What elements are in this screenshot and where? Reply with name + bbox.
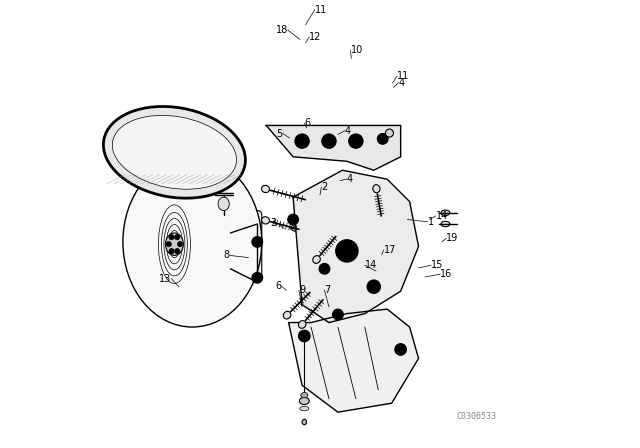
Ellipse shape <box>284 311 291 319</box>
Circle shape <box>166 241 172 247</box>
Circle shape <box>349 134 363 148</box>
Circle shape <box>319 263 330 274</box>
Polygon shape <box>266 125 401 170</box>
Circle shape <box>295 134 309 148</box>
Text: 4: 4 <box>289 224 296 233</box>
Circle shape <box>288 214 298 225</box>
Text: 16: 16 <box>440 269 452 279</box>
Ellipse shape <box>300 406 309 411</box>
Text: 12: 12 <box>309 32 322 42</box>
Ellipse shape <box>262 185 269 193</box>
Text: 4: 4 <box>398 78 404 88</box>
Circle shape <box>335 312 340 317</box>
Ellipse shape <box>298 321 306 328</box>
Polygon shape <box>289 309 419 412</box>
Text: 15: 15 <box>431 260 444 270</box>
Ellipse shape <box>385 129 394 137</box>
Text: 11: 11 <box>397 71 410 81</box>
Polygon shape <box>293 170 419 323</box>
Circle shape <box>367 280 380 293</box>
Ellipse shape <box>104 107 245 198</box>
Circle shape <box>333 309 343 320</box>
Text: 5: 5 <box>276 129 283 138</box>
Text: 18: 18 <box>275 25 288 35</box>
Circle shape <box>291 217 296 222</box>
Ellipse shape <box>300 397 309 405</box>
Text: 14: 14 <box>365 260 377 270</box>
Circle shape <box>252 272 262 283</box>
Ellipse shape <box>218 197 229 211</box>
Circle shape <box>380 136 385 142</box>
Text: 1: 1 <box>428 217 434 227</box>
Ellipse shape <box>123 157 262 327</box>
Text: 9: 9 <box>299 285 305 295</box>
Text: 13: 13 <box>159 274 172 284</box>
Ellipse shape <box>165 233 184 255</box>
Circle shape <box>336 240 358 262</box>
Circle shape <box>298 330 310 342</box>
Text: 17: 17 <box>383 245 396 255</box>
Circle shape <box>175 234 180 240</box>
Text: 10: 10 <box>351 45 363 55</box>
Circle shape <box>322 266 327 271</box>
Text: C0306533: C0306533 <box>457 412 497 421</box>
Circle shape <box>252 237 262 247</box>
Ellipse shape <box>441 221 450 227</box>
Text: 6: 6 <box>275 281 281 291</box>
Ellipse shape <box>373 185 380 193</box>
Circle shape <box>175 249 180 254</box>
Ellipse shape <box>302 419 307 425</box>
Circle shape <box>169 234 174 240</box>
Circle shape <box>395 344 406 355</box>
FancyBboxPatch shape <box>190 211 262 282</box>
Text: 2: 2 <box>321 182 328 192</box>
Text: 14: 14 <box>436 211 448 221</box>
Ellipse shape <box>262 217 269 224</box>
Ellipse shape <box>301 392 308 398</box>
Text: 4: 4 <box>347 174 353 184</box>
Ellipse shape <box>313 256 320 263</box>
Text: 4: 4 <box>345 126 351 136</box>
Circle shape <box>169 249 174 254</box>
Text: 6: 6 <box>305 118 310 128</box>
Text: 8: 8 <box>223 250 230 260</box>
Circle shape <box>342 246 352 256</box>
Circle shape <box>322 134 336 148</box>
Text: 7: 7 <box>324 285 331 295</box>
Circle shape <box>177 241 183 247</box>
Text: 19: 19 <box>446 233 459 243</box>
Circle shape <box>378 134 388 144</box>
Ellipse shape <box>112 116 237 189</box>
Text: 11: 11 <box>315 5 327 15</box>
Ellipse shape <box>441 210 450 215</box>
Text: 3: 3 <box>271 218 276 228</box>
